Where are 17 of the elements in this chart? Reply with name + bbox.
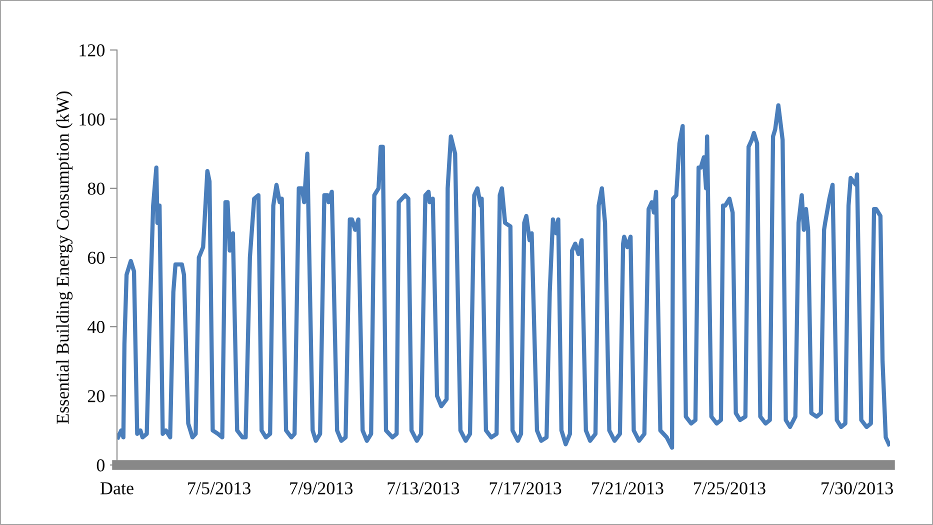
x-tick-label: 7/25/2013 bbox=[694, 482, 766, 494]
x-tick-label: 7/30/2013 bbox=[822, 482, 893, 494]
y-tick-label: 0 bbox=[96, 459, 105, 472]
y-tick-label: 40 bbox=[87, 320, 105, 334]
y-tick-label: 60 bbox=[88, 252, 105, 264]
x-tick-label: 7/17/2013 bbox=[490, 482, 562, 494]
x-tick-label: 7/21/2013 bbox=[592, 482, 664, 494]
x-tick-label: Date bbox=[100, 482, 134, 494]
y-tick-label: 80 bbox=[88, 182, 105, 195]
y-tick-label: 120 bbox=[80, 44, 105, 56]
y-axis-title: Essential Building Energy Consumption (kW) bbox=[56, 91, 73, 424]
x-tick-label: 7/5/2013 bbox=[188, 482, 250, 494]
line-series bbox=[117, 103, 890, 450]
x-tick-label: 7/9/2013 bbox=[290, 482, 353, 494]
y-tick-label: 100 bbox=[80, 113, 105, 126]
x-tick-label: 7/13/2013 bbox=[388, 482, 460, 494]
y-tick-label: 20 bbox=[88, 390, 105, 402]
